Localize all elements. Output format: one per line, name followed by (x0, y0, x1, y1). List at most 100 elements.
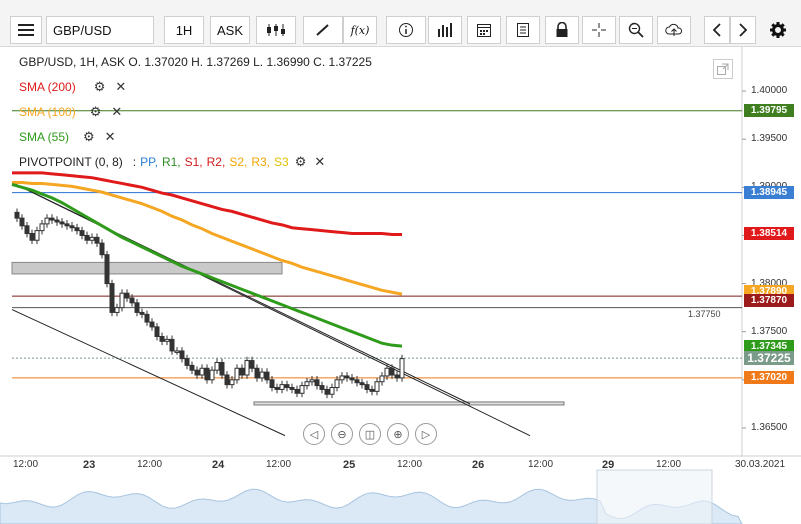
candle-body (174, 350, 180, 353)
candle-body (169, 338, 175, 352)
zoom-button[interactable] (619, 16, 653, 44)
news-button[interactable] (506, 16, 540, 44)
candle-body (149, 321, 155, 328)
zoom-icon (628, 22, 644, 38)
lock-icon (556, 22, 568, 37)
x-tick-label: 12:00 (397, 459, 423, 470)
sma55-label[interactable]: SMA (55) (19, 130, 70, 144)
candle-body (374, 381, 380, 392)
candle-body (349, 377, 355, 381)
candle-body (234, 367, 240, 381)
candle-body (14, 211, 20, 219)
close-icon[interactable]: ✕ (104, 129, 116, 144)
y-tick-label: 1.38000 (751, 277, 788, 289)
close-icon[interactable]: ✕ (314, 154, 326, 169)
crosshair-button[interactable] (582, 16, 616, 44)
lock-button[interactable] (545, 16, 579, 44)
chevron-left-icon (712, 23, 721, 37)
candle-body (154, 326, 160, 337)
expand-icon (717, 63, 729, 75)
pivot-item: S2, (229, 155, 248, 169)
chart-type-button[interactable] (256, 16, 296, 44)
pan-left-button[interactable]: ◁ (303, 423, 325, 445)
candle-body (184, 358, 190, 366)
scroll-left-button[interactable] (704, 16, 730, 44)
candle-body (399, 358, 405, 379)
candle-body (319, 385, 325, 390)
pivot-item: R3, (251, 155, 271, 169)
calendar-button[interactable] (467, 16, 501, 44)
candle-body (164, 338, 170, 342)
timeframe-button[interactable]: 1H (164, 16, 204, 44)
close-icon[interactable]: ✕ (115, 79, 127, 94)
zoom-in-button[interactable]: ⊕ (387, 423, 409, 445)
reset-view-button[interactable]: ◫ (359, 423, 381, 445)
menu-button[interactable] (10, 16, 42, 44)
pivot-item: S3 (274, 155, 289, 169)
zoom-out-button[interactable]: ⊖ (331, 423, 353, 445)
x-tick-label: 12:00 (13, 459, 39, 470)
info-button[interactable] (386, 16, 426, 44)
sma100-label[interactable]: SMA (100) (19, 105, 76, 119)
legend-sma100: SMA (100) ⚙ ✕ (19, 104, 122, 120)
price-tag: 1.37870 (744, 294, 794, 308)
scroll-right-button[interactable] (730, 16, 756, 44)
gear-icon (770, 22, 786, 38)
legend-pivot: PIVOTPOINT (0, 8) : PP, R1, S1, R2, S2, R3, S3… (19, 154, 325, 170)
info-icon (399, 23, 413, 37)
navigator-window (596, 469, 713, 524)
x-tick-label: 23 (83, 459, 96, 471)
volume-button[interactable] (428, 16, 462, 44)
candle-body (84, 234, 90, 241)
x-tick-label: 12:00 (137, 459, 163, 470)
pivot-label[interactable]: PIVOTPOINT (0, 8) : (19, 155, 137, 169)
price-type-button[interactable]: ASK (210, 16, 250, 44)
candle-body (79, 230, 85, 236)
candle-body (364, 384, 370, 390)
candle-body (64, 223, 70, 227)
candle-body (329, 387, 335, 395)
close-icon[interactable]: ✕ (111, 104, 123, 119)
candle-body (214, 361, 220, 371)
bar-chart-icon (438, 23, 452, 37)
chart-area[interactable]: GBP/USD, 1H, ASK O. 1.37020 H. 1.37269 L… (0, 47, 801, 524)
settings-button[interactable] (764, 16, 792, 44)
candle-body (304, 381, 310, 387)
candle-body (264, 371, 270, 381)
pan-right-button[interactable]: ▷ (415, 423, 437, 445)
candle-body (259, 371, 265, 379)
gear-icon[interactable]: ⚙ (89, 104, 102, 119)
candle-body (119, 292, 125, 309)
x-tick-label: 12:00 (656, 459, 682, 470)
fullscreen-button[interactable] (713, 59, 733, 79)
candle-body (159, 336, 165, 342)
candle-body (199, 367, 205, 376)
symbol-input[interactable]: GBP/USD (46, 16, 154, 44)
indicators-button[interactable]: f(x) (343, 16, 377, 44)
candle-body (254, 367, 260, 379)
hamburger-icon (18, 24, 34, 36)
candle-body (134, 302, 140, 313)
candle-body (39, 223, 45, 232)
gear-icon[interactable]: ⚙ (93, 79, 106, 94)
price-chart[interactable] (0, 47, 801, 524)
candle-body (359, 382, 365, 386)
pivot-items: PP, R1, S1, R2, S2, R3, S3 (140, 155, 289, 169)
gear-icon[interactable]: ⚙ (83, 129, 95, 144)
price-tag: 1.37020 (744, 370, 794, 384)
chevron-right-icon (739, 23, 748, 37)
document-icon (517, 23, 529, 37)
draw-button[interactable] (303, 16, 343, 44)
candle-body (224, 374, 230, 386)
upload-button[interactable] (657, 16, 691, 44)
x-tick-label: 30.03.2021 (735, 459, 786, 470)
pivot-item: R1, (161, 155, 181, 169)
price-tag: 1.37345 (744, 339, 794, 353)
nav-controls: ◁ ⊖ ◫ ⊕ ▷ (303, 423, 437, 445)
candle-body (89, 236, 95, 241)
sma200-label[interactable]: SMA (200) (19, 80, 76, 94)
sma-line (11, 182, 403, 348)
gear-icon[interactable]: ⚙ (294, 154, 307, 169)
pivot-item: R2, (206, 155, 226, 169)
pivot-item: PP, (140, 155, 158, 169)
